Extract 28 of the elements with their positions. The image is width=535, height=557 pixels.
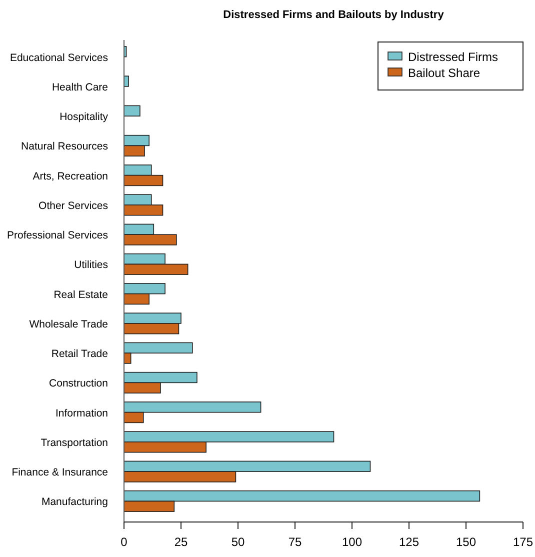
legend-label: Bailout Share <box>408 66 480 80</box>
y-tick-label: Other Services <box>38 200 108 212</box>
x-tick-label: 50 <box>231 535 245 549</box>
y-tick-label: Information <box>55 407 108 420</box>
y-tick-label: Arts, Recreation <box>32 170 108 182</box>
bar <box>124 105 140 116</box>
y-tick-label: Construction <box>49 378 108 390</box>
x-tick-label: 175 <box>512 535 534 549</box>
y-tick-label: Retail Trade <box>51 348 108 360</box>
y-tick-label: Hospitality <box>60 111 109 124</box>
y-tick-label: Transportation <box>40 436 108 449</box>
y-tick-label: Real Estate <box>54 288 108 301</box>
y-tick-label: Finance & Insurance <box>12 466 108 479</box>
chart-title: Distressed Firms and Bailouts by Industry <box>223 9 445 21</box>
y-tick-label: Health Care <box>52 81 108 94</box>
y-tick-label: Utilities <box>74 259 108 272</box>
x-tick-label: 100 <box>342 535 362 549</box>
y-tick-label: Educational Services <box>10 52 108 64</box>
legend-label: Distressed Firms <box>408 50 498 64</box>
y-tick-label: Wholesale Trade <box>29 318 108 330</box>
x-tick-label: 0 <box>120 535 128 549</box>
y-tick-label: Professional Services <box>7 230 108 242</box>
x-tick-label: 75 <box>288 535 302 549</box>
x-tick-label: 25 <box>174 535 188 549</box>
y-tick-label: Natural Resources <box>21 140 108 153</box>
x-tick-label: 125 <box>398 535 420 549</box>
x-tick-label: 150 <box>456 535 476 549</box>
y-tick-label: Manufacturing <box>41 496 108 508</box>
